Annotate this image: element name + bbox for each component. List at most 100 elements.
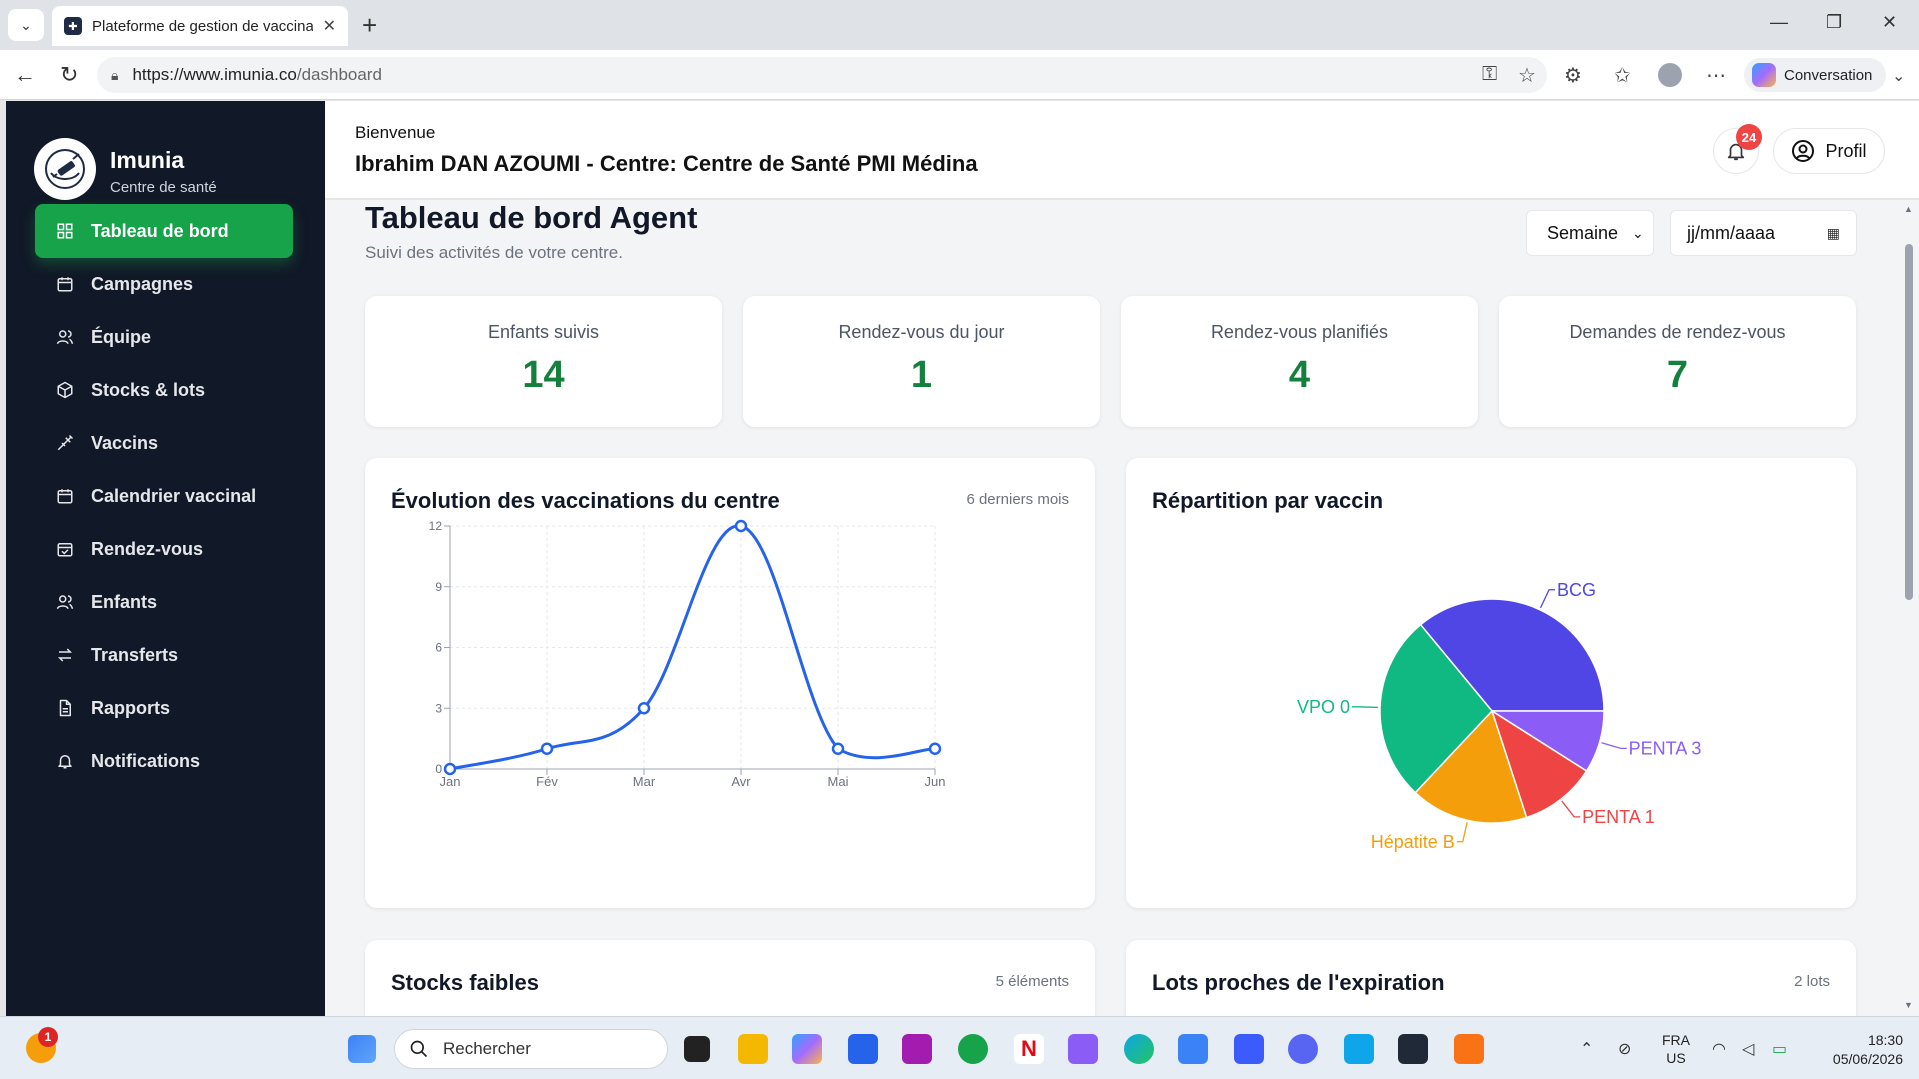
docker-icon[interactable] (1178, 1034, 1208, 1064)
edge-icon[interactable] (1124, 1034, 1154, 1064)
data-point (734, 519, 748, 533)
copilot-label: Conversation (1784, 66, 1873, 84)
page-scrollbar[interactable]: ▲ ▼ (1899, 200, 1919, 1016)
app-name: Imunia (110, 147, 185, 173)
scrollbar-thumb[interactable] (1905, 244, 1913, 600)
stat-label: Enfants suivis (487, 322, 600, 342)
browser-tab[interactable]: ✚ Plateforme de gestion de vaccinati ✕ (52, 6, 348, 46)
sidebar-item-label: Calendrier vaccinal (91, 485, 257, 506)
stat-card-children: Enfants suivis 14 (365, 296, 722, 427)
syringe-logo-icon (45, 149, 85, 189)
date-input[interactable]: jj/mm/aaaa ▦ (1670, 210, 1857, 256)
period-select[interactable]: Semaine ⌄ (1526, 210, 1654, 256)
chevron-down-icon[interactable]: ⌄ (1892, 68, 1906, 85)
y-tick-label: 3 (435, 701, 442, 715)
sidebar-item-notifications[interactable]: Notifications (35, 734, 293, 788)
users-icon (55, 592, 75, 612)
box-icon (55, 380, 75, 400)
y-tick-label: 0 (435, 762, 442, 776)
search-icon (410, 1040, 428, 1058)
card-title: Lots proches de l'expiration (1152, 970, 1445, 995)
sidebar-item-vaccins[interactable]: Vaccins (35, 416, 293, 470)
vaccine-distribution-card: Répartition par vaccin BCG PENTA 3 PENTA 1… (1126, 458, 1856, 908)
pie-leader-line (1601, 742, 1627, 750)
input-language[interactable]: FRA US (1662, 1031, 1690, 1067)
syringe-icon (55, 433, 75, 453)
tab-list-button[interactable]: ⌄ (8, 9, 44, 41)
roblox-icon[interactable] (1234, 1034, 1264, 1064)
sidebar-item-label: Notifications (91, 750, 201, 771)
users-icon (55, 327, 75, 347)
sidebar-item-stocks-lots[interactable]: Stocks & lots (35, 363, 293, 417)
chevron-down-icon: ⌄ (1632, 224, 1644, 241)
sidebar-item-calendrier-vaccinal[interactable]: Calendrier vaccinal (35, 469, 293, 523)
stat-label: Rendez-vous planifiés (1210, 322, 1389, 342)
x-tick-label: Mar (633, 774, 656, 789)
key-icon[interactable]: ⚿ (1482, 63, 1498, 85)
stat-value: 14 (522, 354, 565, 396)
more-menu-icon[interactable]: ⋯ (1706, 65, 1726, 87)
sidebar-item-equipe[interactable]: Équipe (35, 310, 293, 364)
copilot-button[interactable]: Conversation (1744, 58, 1887, 92)
sidebar-item-tableau-de-bord[interactable]: Tableau de bord (35, 204, 293, 258)
favorite-star-icon[interactable]: ☆ (1518, 65, 1536, 87)
restore-icon[interactable]: ❐ (1826, 12, 1843, 32)
favorites-icon[interactable]: ✩ (1614, 65, 1631, 87)
file-explorer-icon[interactable] (738, 1034, 768, 1064)
search-placeholder: Rechercher (443, 1039, 531, 1058)
dashboard-grid-icon (55, 221, 75, 241)
stat-card-appointments-today: Rendez-vous du jour 1 (743, 296, 1100, 427)
volume-icon[interactable]: ◁ (1742, 1041, 1755, 1058)
new-tab-button[interactable]: + (362, 10, 378, 40)
minimize-icon[interactable]: — (1770, 12, 1788, 32)
stat-value: 1 (910, 354, 933, 396)
sidebar-item-enfants[interactable]: Enfants (35, 575, 293, 629)
address-bar[interactable]: 🔒︎ https://www.imunia.co/dashboard (97, 57, 1547, 93)
back-arrow-icon[interactable]: ← (14, 62, 36, 87)
user-center-line: Ibrahim DAN AZOUMI - Centre: Centre de S… (355, 151, 978, 176)
copilot-app-icon[interactable] (792, 1034, 822, 1064)
chevron-up-icon[interactable]: ⌃ (1580, 1041, 1594, 1058)
data-point (540, 742, 554, 755)
vscode-icon[interactable] (1344, 1034, 1374, 1064)
chevron-down-icon: ⌄ (20, 16, 32, 33)
profile-button[interactable]: Profil (1773, 128, 1885, 174)
sidebar-item-transferts[interactable]: Transferts (35, 628, 293, 682)
netflix-icon[interactable]: N (1014, 1034, 1044, 1064)
pie-slice (1490, 709, 1588, 819)
xbox-icon[interactable] (958, 1034, 988, 1064)
close-window-icon[interactable]: ✕ (1882, 12, 1898, 32)
close-tab-icon[interactable]: ✕ (322, 18, 336, 35)
wifi-icon[interactable]: ◠ (1712, 1041, 1726, 1058)
task-view-icon[interactable] (684, 1036, 710, 1062)
terminal-icon[interactable] (1398, 1034, 1428, 1064)
network-error-icon[interactable]: ⊘ (1618, 1041, 1632, 1058)
clock-time: 18:30 (1867, 1032, 1903, 1048)
app-logo (34, 138, 96, 200)
pie-slice (1414, 709, 1528, 824)
sidebar-item-label: Équipe (91, 326, 152, 347)
taskbar-search[interactable]: Rechercher (394, 1029, 668, 1069)
data-point (831, 742, 845, 755)
app-icon[interactable] (902, 1034, 932, 1064)
sidebar-item-rapports[interactable]: Rapports (35, 681, 293, 735)
sidebar-item-label: Campagnes (91, 273, 194, 294)
user-avatar-icon[interactable] (1658, 63, 1682, 87)
browser-tab-bar: ⌄ ✚ Plateforme de gestion de vaccinati ✕… (0, 0, 1919, 50)
welcome-text: Bienvenue (355, 123, 436, 142)
sidebar-item-campagnes[interactable]: Campagnes (35, 257, 293, 311)
system-clock[interactable]: 18:30 05/06/2026 (1815, 1031, 1903, 1069)
extensions-icon[interactable]: ⚙ (1564, 65, 1582, 87)
reload-icon[interactable]: ↻ (60, 62, 79, 87)
battery-icon[interactable]: ▭ (1772, 1041, 1788, 1058)
calendar-icon[interactable]: ▦ (1826, 225, 1840, 241)
scroll-down-icon[interactable]: ▼ (1904, 1000, 1913, 1010)
scroll-up-icon[interactable]: ▲ (1904, 204, 1913, 214)
discord-icon[interactable] (1288, 1034, 1318, 1064)
sidebar-item-rendez-vous[interactable]: Rendez-vous (35, 522, 293, 576)
store-icon[interactable] (848, 1034, 878, 1064)
stat-card-appointments-planned: Rendez-vous planifiés 4 (1121, 296, 1478, 427)
windows-start-icon[interactable] (348, 1035, 376, 1063)
xampp-icon[interactable] (1454, 1034, 1484, 1064)
game-controller-icon[interactable] (1068, 1034, 1098, 1064)
